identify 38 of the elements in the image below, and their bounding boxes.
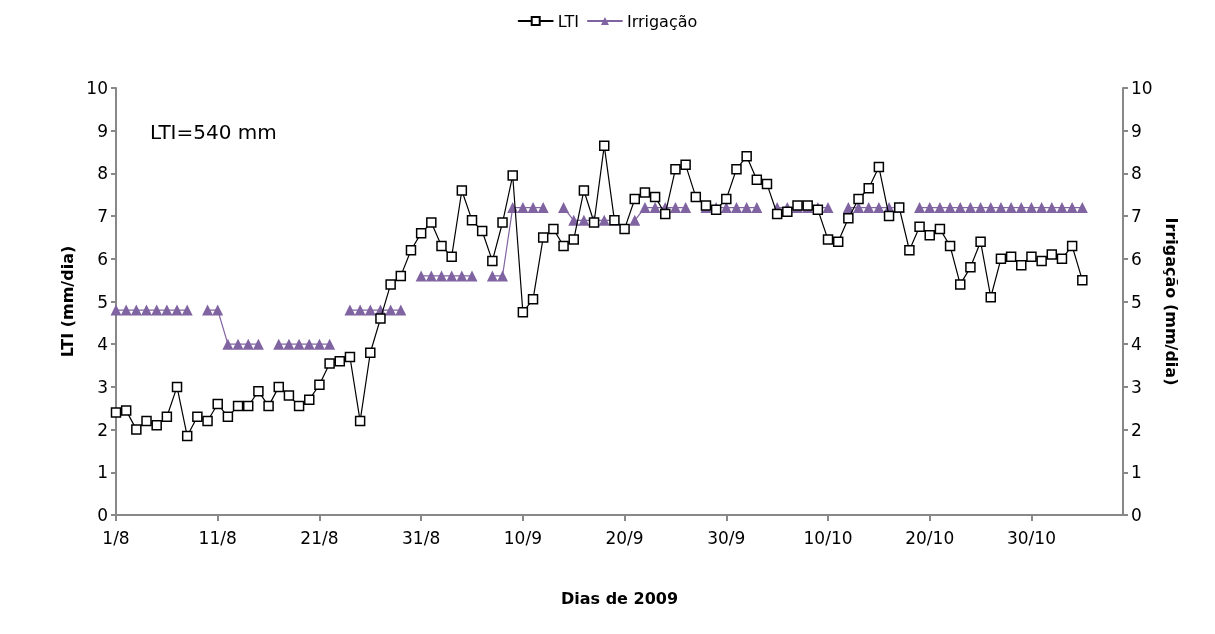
y2-tick-label: 7: [1131, 206, 1142, 227]
y2-tick-label: 1: [1131, 462, 1142, 483]
y2-tick-label: 0: [1131, 505, 1142, 525]
x-axis-title: Dias de 2009: [560, 588, 679, 608]
y2-tick-label: 5: [1131, 291, 1142, 312]
y-tick-label: 7: [97, 206, 108, 227]
x-tick-label: 31/8: [402, 527, 441, 548]
x-tick-label: 20/10: [905, 527, 955, 548]
y-tick-label: 3: [97, 376, 108, 397]
y2-axis-title: Irrigação (mm/dia): [1162, 217, 1182, 386]
y-tick-label: 8: [97, 163, 108, 184]
legend-label: Irrigação: [626, 11, 698, 31]
y-tick-label: 4: [97, 334, 108, 355]
y-tick-label: 1: [97, 462, 108, 483]
y-axis-title: LTI (mm/dia): [57, 245, 77, 358]
legend-label: LTI: [557, 11, 579, 31]
annotation: LTI=540 mm: [150, 120, 277, 144]
y-tick-label: 2: [97, 419, 108, 440]
y-tick-label: 5: [97, 291, 108, 312]
y2-tick-label: 4: [1131, 334, 1142, 355]
x-tick-label: 20/9: [605, 527, 644, 548]
y2-tick-label: 2: [1131, 419, 1142, 440]
x-tick-label: 1/8: [102, 527, 130, 548]
x-tick-label: 10/9: [503, 527, 542, 548]
y-tick-label: 9: [97, 120, 108, 141]
x-tick-label: 11/8: [198, 527, 237, 548]
y2-tick-label: 9: [1131, 120, 1142, 141]
x-tick-label: 30/10: [1006, 527, 1056, 548]
x-tick-label: 30/9: [707, 527, 746, 548]
x-tick-label: 10/10: [803, 527, 853, 548]
y2-tick-label: 6: [1131, 248, 1142, 269]
y-tick-label: 10: [86, 78, 108, 98]
y2-tick-label: 3: [1131, 376, 1142, 397]
y2-tick-label: 8: [1131, 163, 1142, 184]
x-tick-label: 21/8: [300, 527, 339, 548]
y-tick-label: 0: [97, 505, 108, 525]
y-tick-label: 6: [97, 248, 108, 269]
y2-tick-label: 10: [1131, 78, 1153, 98]
